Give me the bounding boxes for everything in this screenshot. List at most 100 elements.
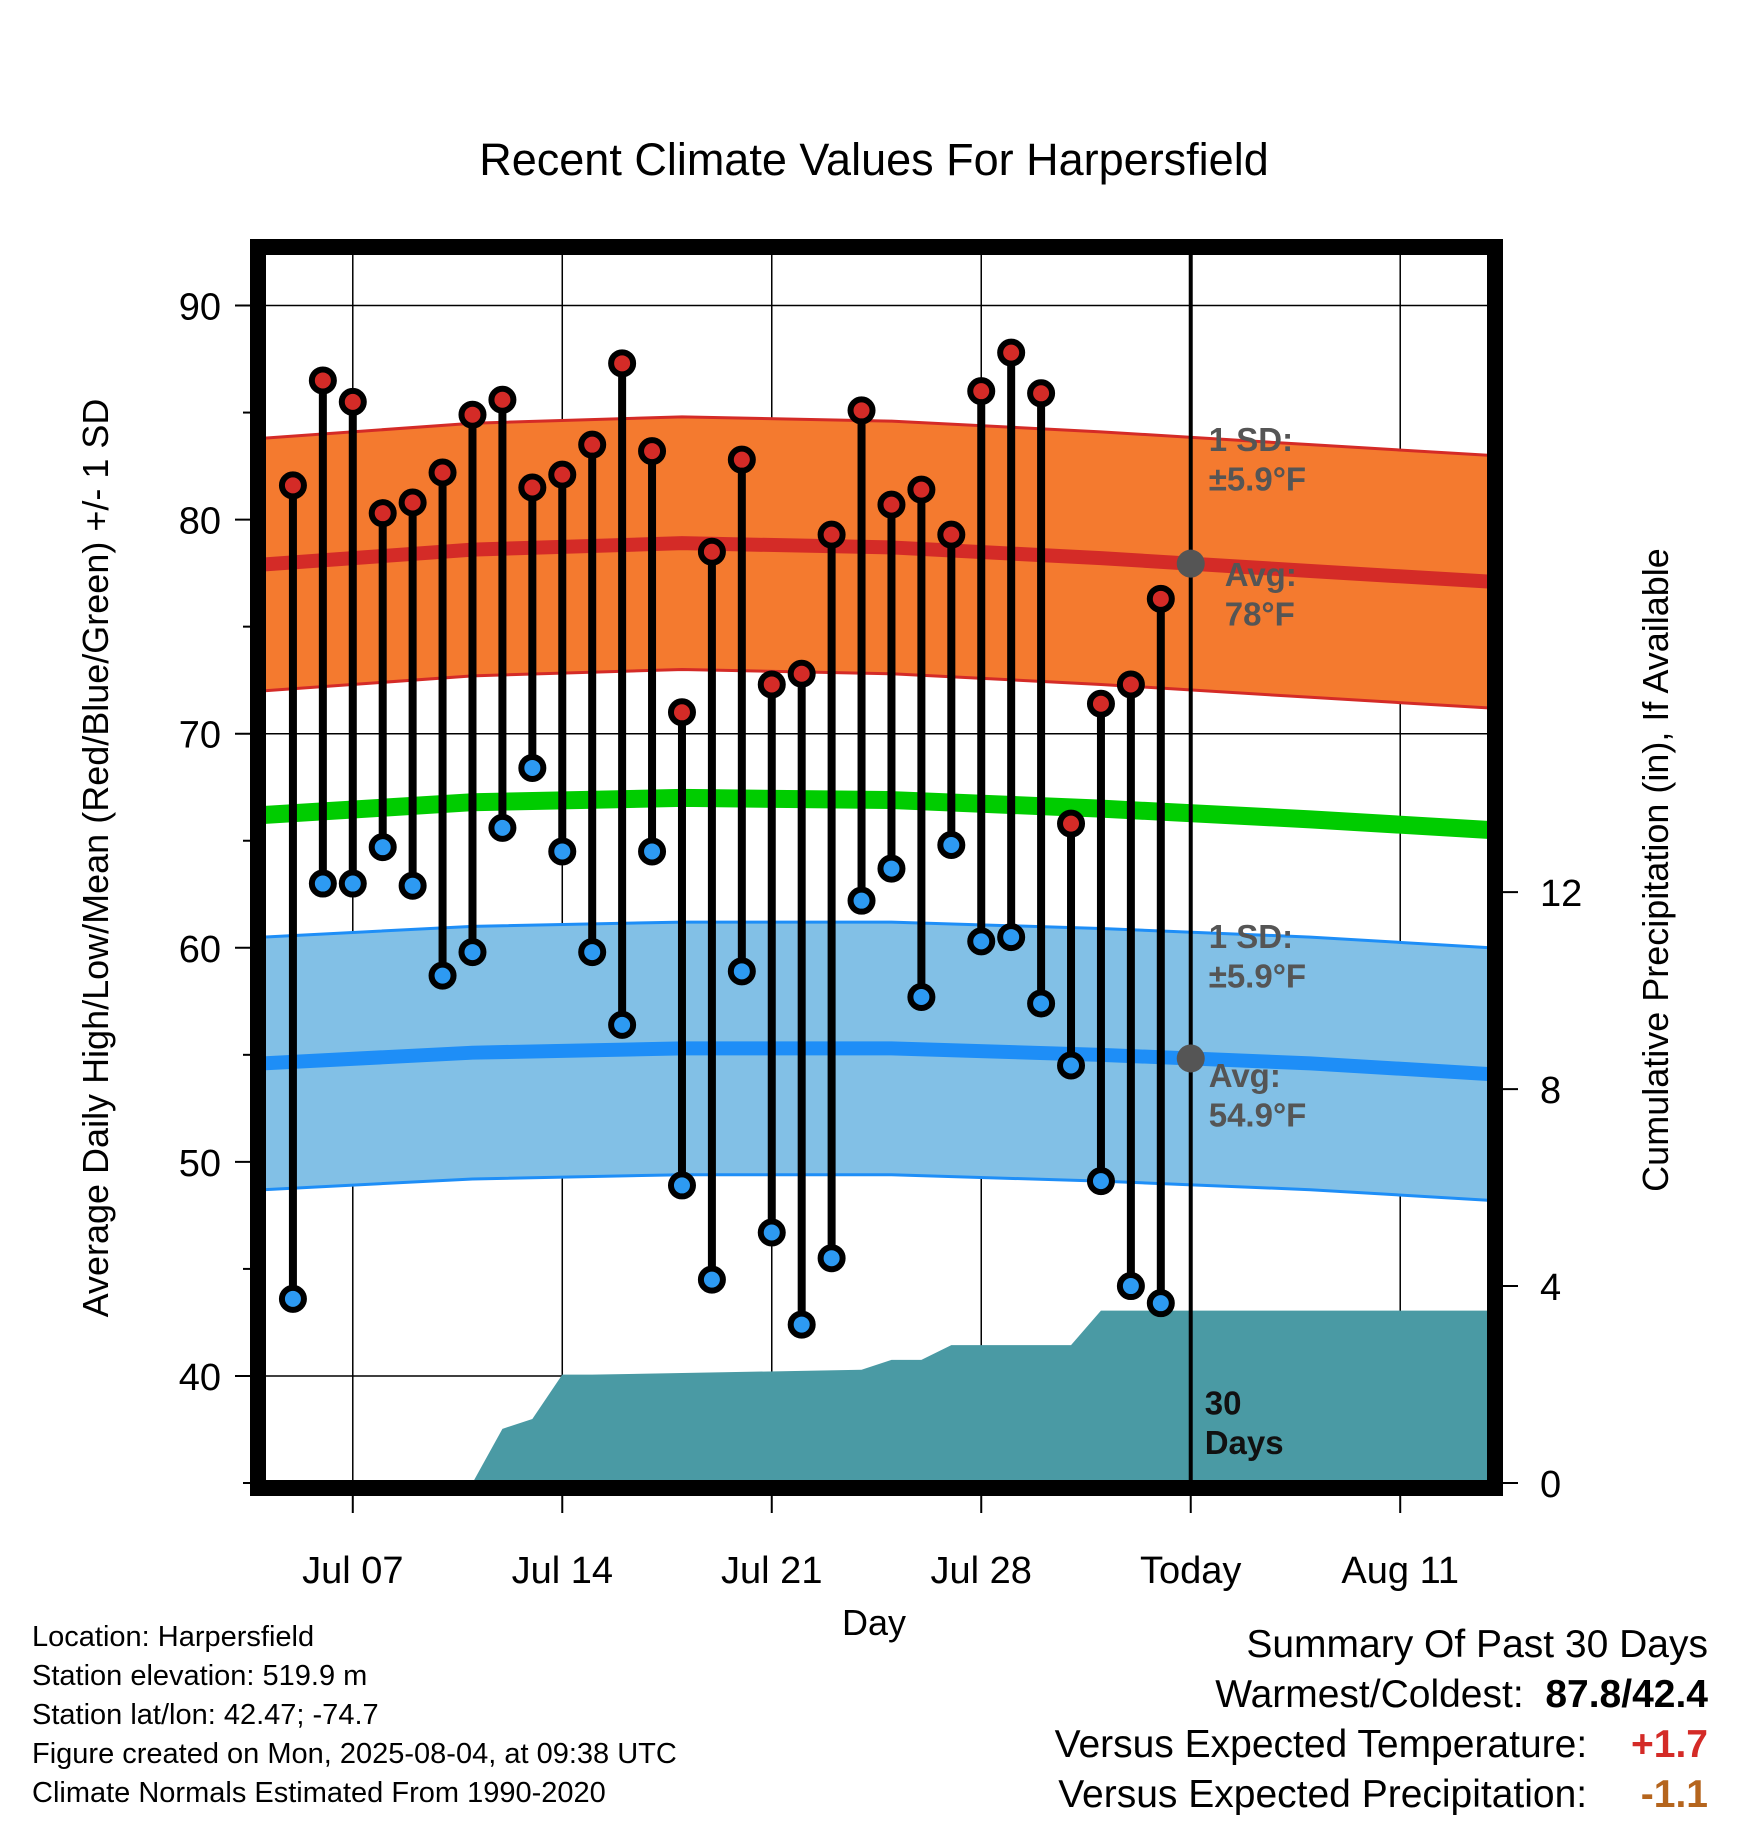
location-text: Location: Harpersfield	[32, 1621, 315, 1653]
temp-anomaly-label: Versus Expected Temperature:	[1054, 1723, 1588, 1766]
daily-high-point	[338, 387, 367, 416]
chart-title: Recent Climate Values For Harpersfield	[479, 134, 1268, 185]
high-avg-annotation: Avg: 78°F	[1225, 556, 1297, 633]
daily-high-point	[847, 396, 876, 425]
plot-content	[263, 252, 1490, 1483]
latlon-text: Station lat/lon: 42.47; -74.7	[32, 1699, 379, 1731]
low-normal-line	[263, 1041, 1490, 1082]
daily-low-point	[608, 1010, 637, 1039]
x-tick-label: Aug 11	[1341, 1550, 1459, 1592]
daily-low-point	[458, 938, 487, 967]
daily-high-point	[488, 385, 517, 414]
daily-low-point	[578, 938, 607, 967]
daily-high-point	[1116, 670, 1145, 699]
daily-high-point	[967, 377, 996, 406]
daily-low-point	[548, 837, 577, 866]
daily-high-point	[398, 488, 427, 517]
daily-high-point	[608, 349, 637, 378]
daily-high-point	[578, 430, 607, 459]
daily-low-point	[877, 854, 906, 883]
daily-high-point	[757, 670, 786, 699]
y-tick-label: 40	[179, 1357, 221, 1399]
daily-high-point	[1027, 379, 1056, 408]
mean-normal-line	[263, 788, 1490, 840]
daily-low-point	[937, 831, 966, 860]
y2-axis-label: Cumulative Precipitation (in), If Availa…	[1635, 548, 1676, 1192]
y2-tick-label: 4	[1540, 1267, 1561, 1309]
daily-low-point	[488, 813, 517, 842]
warm-cold-label: Warmest/Coldest:	[1215, 1673, 1524, 1716]
low-avg-annotation: Avg: 54.9°F	[1209, 1057, 1307, 1134]
daily-low-point	[967, 927, 996, 956]
precip-anomaly-row: Versus Expected Precipitation: -1.1	[1055, 1770, 1708, 1820]
daily-high-point	[817, 520, 846, 549]
summary-panel: Summary Of Past 30 Days Warmest/Coldest:…	[1055, 1620, 1708, 1820]
elevation-text: Station elevation: 519.9 m	[32, 1660, 368, 1692]
created-text: Figure created on Mon, 2025-08-04, at 09…	[32, 1738, 677, 1770]
daily-low-point	[308, 869, 337, 898]
warm-cold-row: Warmest/Coldest: 87.8/42.4	[1055, 1670, 1708, 1720]
x-tick-label: Jul 28	[931, 1550, 1032, 1592]
x-axis-label: Day	[842, 1602, 906, 1643]
y2-tick-label: 8	[1540, 1070, 1561, 1112]
daily-low-point	[757, 1218, 786, 1247]
daily-low-point	[338, 869, 367, 898]
y2-tick-label: 0	[1540, 1464, 1561, 1506]
daily-high-point	[937, 520, 966, 549]
daily-low-point	[278, 1284, 307, 1313]
station-info: Location: Harpersfield Station elevation…	[32, 1618, 677, 1813]
daily-low-point	[667, 1171, 696, 1200]
high-sd-band	[263, 416, 1490, 709]
daily-high-point	[638, 437, 667, 466]
daily-low-point	[428, 961, 457, 990]
precip-area	[263, 1310, 1490, 1483]
daily-low-point	[638, 837, 667, 866]
daily-high-point	[787, 659, 816, 688]
daily-high-point	[877, 490, 906, 519]
daily-low-point	[727, 957, 756, 986]
y-axis-label: Average Daily High/Low/Mean (Red/Blue/Gr…	[75, 399, 116, 1318]
y-tick-label: 80	[179, 501, 221, 543]
daily-low-point	[1027, 989, 1056, 1018]
temp-anomaly-row: Versus Expected Temperature: +1.7	[1055, 1720, 1708, 1770]
daily-low-point	[697, 1265, 726, 1294]
temp-anomaly-value: +1.7	[1631, 1723, 1708, 1766]
y2-tick-label: 12	[1540, 873, 1582, 915]
daily-high-point	[907, 475, 936, 504]
normals-text: Climate Normals Estimated From 1990-2020	[32, 1777, 606, 1809]
y-tick-label: 60	[179, 929, 221, 971]
daily-low-point	[847, 886, 876, 915]
daily-low-point	[398, 871, 427, 900]
y-tick-label: 70	[179, 715, 221, 757]
daily-low-point	[1057, 1051, 1086, 1080]
daily-high-point	[697, 537, 726, 566]
today-low-normal-dot	[1176, 1044, 1205, 1073]
summary-heading: Summary Of Past 30 Days	[1246, 1623, 1708, 1666]
daily-high-point	[997, 338, 1026, 367]
daily-low-point	[787, 1310, 816, 1339]
x-tick-label: Jul 21	[721, 1550, 822, 1592]
low-sd-band	[263, 922, 1490, 1201]
daily-low-point	[518, 753, 547, 782]
daily-high-point	[428, 458, 457, 487]
days-annotation: 30 Days	[1205, 1384, 1284, 1461]
daily-high-point	[368, 499, 397, 528]
daily-low-point	[997, 923, 1026, 952]
low-lower-sd-line	[263, 1173, 1490, 1202]
x-tick-label: Jul 07	[302, 1550, 403, 1592]
daily-high-point	[1146, 584, 1175, 613]
daily-high-point	[458, 400, 487, 429]
daily-high-point	[278, 471, 307, 500]
daily-low-point	[817, 1244, 846, 1273]
daily-low-point	[907, 983, 936, 1012]
daily-low-point	[1086, 1167, 1115, 1196]
daily-high-point	[1086, 689, 1115, 718]
warm-cold-value: 87.8/42.4	[1545, 1673, 1708, 1716]
daily-high-point	[518, 473, 547, 502]
daily-high-point	[1057, 809, 1086, 838]
daily-low-point	[1116, 1272, 1145, 1301]
x-tick-label: Today	[1140, 1550, 1241, 1592]
x-tick-label: Jul 14	[512, 1550, 613, 1592]
daily-high-point	[727, 445, 756, 474]
